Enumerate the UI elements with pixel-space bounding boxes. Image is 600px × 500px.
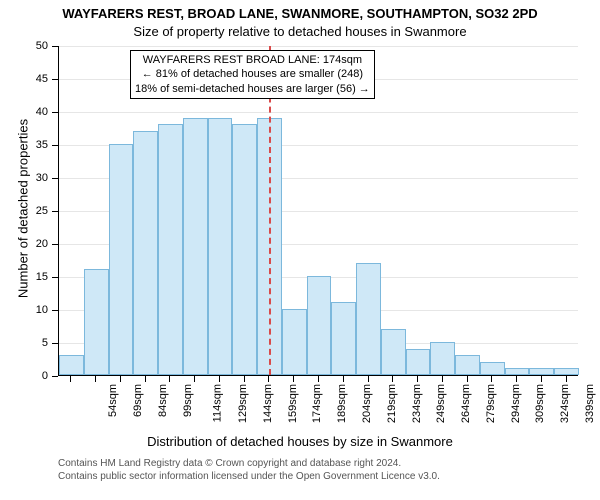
x-tick (442, 376, 443, 382)
histogram-bar (381, 329, 406, 375)
x-tick-label: 54sqm (107, 384, 119, 417)
y-tick (52, 178, 58, 179)
y-tick-label: 5 (18, 337, 48, 349)
y-tick-label: 35 (18, 139, 48, 151)
y-tick-label: 45 (18, 73, 48, 85)
x-tick (541, 376, 542, 382)
x-tick (318, 376, 319, 382)
histogram-bar (529, 368, 554, 375)
x-tick (417, 376, 418, 382)
y-tick (52, 46, 58, 47)
footer-text: Contains HM Land Registry data © Crown c… (58, 458, 401, 469)
grid-line (59, 46, 578, 47)
x-axis-label: Distribution of detached houses by size … (0, 434, 600, 449)
x-tick (491, 376, 492, 382)
annotation-line: WAYFARERS REST BROAD LANE: 174sqm (135, 53, 370, 67)
y-tick (52, 310, 58, 311)
x-tick-label: 219sqm (386, 384, 398, 423)
histogram-bar (84, 269, 109, 375)
x-tick (145, 376, 146, 382)
x-tick (95, 376, 96, 382)
x-tick-label: 309sqm (534, 384, 546, 423)
x-tick-label: 144sqm (262, 384, 274, 423)
x-tick-label: 264sqm (460, 384, 472, 423)
histogram-bar (455, 355, 480, 375)
histogram-bar (480, 362, 505, 375)
x-tick-label: 189sqm (336, 384, 348, 423)
x-tick-label: 129sqm (237, 384, 249, 423)
x-tick (120, 376, 121, 382)
x-tick-label: 249sqm (435, 384, 447, 423)
y-tick (52, 79, 58, 80)
x-tick (219, 376, 220, 382)
histogram-bar (406, 349, 431, 375)
x-tick-label: 84sqm (157, 384, 169, 417)
x-tick (169, 376, 170, 382)
chart-title-main: WAYFARERS REST, BROAD LANE, SWANMORE, SO… (0, 6, 600, 21)
y-tick-label: 20 (18, 238, 48, 250)
histogram-bar (554, 368, 579, 375)
histogram-bar (232, 124, 257, 375)
x-tick (566, 376, 567, 382)
y-tick (52, 343, 58, 344)
y-tick-label: 30 (18, 172, 48, 184)
histogram-bar (183, 118, 208, 375)
histogram-bar (356, 263, 381, 375)
histogram-bar (331, 302, 356, 375)
y-tick (52, 145, 58, 146)
y-tick (52, 277, 58, 278)
x-tick (368, 376, 369, 382)
annotation-line: ← 81% of detached houses are smaller (24… (135, 67, 370, 81)
x-tick-label: 279sqm (485, 384, 497, 423)
y-tick-label: 40 (18, 106, 48, 118)
y-tick-label: 25 (18, 205, 48, 217)
y-tick (52, 376, 58, 377)
histogram-bar (109, 144, 134, 375)
histogram-bar (505, 368, 530, 375)
histogram-bar (430, 342, 455, 375)
x-tick (467, 376, 468, 382)
x-tick-label: 174sqm (312, 384, 324, 423)
y-tick-label: 15 (18, 271, 48, 283)
x-tick (194, 376, 195, 382)
y-tick-label: 0 (18, 370, 48, 382)
annotation-box: WAYFARERS REST BROAD LANE: 174sqm ← 81% … (130, 50, 375, 99)
chart-root: WAYFARERS REST, BROAD LANE, SWANMORE, SO… (0, 0, 600, 500)
x-tick-label: 69sqm (132, 384, 144, 417)
chart-title-sub: Size of property relative to detached ho… (0, 24, 600, 39)
y-tick (52, 112, 58, 113)
y-tick-label: 10 (18, 304, 48, 316)
grid-line (59, 112, 578, 113)
x-tick (244, 376, 245, 382)
x-tick-label: 204sqm (361, 384, 373, 423)
x-tick (343, 376, 344, 382)
x-tick-label: 114sqm (212, 384, 224, 422)
x-tick-label: 159sqm (287, 384, 299, 423)
x-tick-label: 294sqm (510, 384, 522, 423)
x-tick (516, 376, 517, 382)
x-tick-label: 99sqm (182, 384, 194, 417)
annotation-line: 18% of semi-detached houses are larger (… (135, 82, 370, 96)
x-tick (268, 376, 269, 382)
x-tick-label: 324sqm (559, 384, 571, 423)
y-tick (52, 211, 58, 212)
histogram-bar (282, 309, 307, 375)
histogram-bar (307, 276, 332, 375)
histogram-bar (59, 355, 84, 375)
histogram-bar (133, 131, 158, 375)
x-tick (70, 376, 71, 382)
y-tick-label: 50 (18, 40, 48, 52)
histogram-bar (208, 118, 233, 375)
x-tick (293, 376, 294, 382)
x-tick-label: 339sqm (584, 384, 596, 423)
footer-text: Contains public sector information licen… (58, 471, 440, 482)
y-tick (52, 244, 58, 245)
x-tick-label: 234sqm (411, 384, 423, 423)
histogram-bar (158, 124, 183, 375)
x-tick (392, 376, 393, 382)
